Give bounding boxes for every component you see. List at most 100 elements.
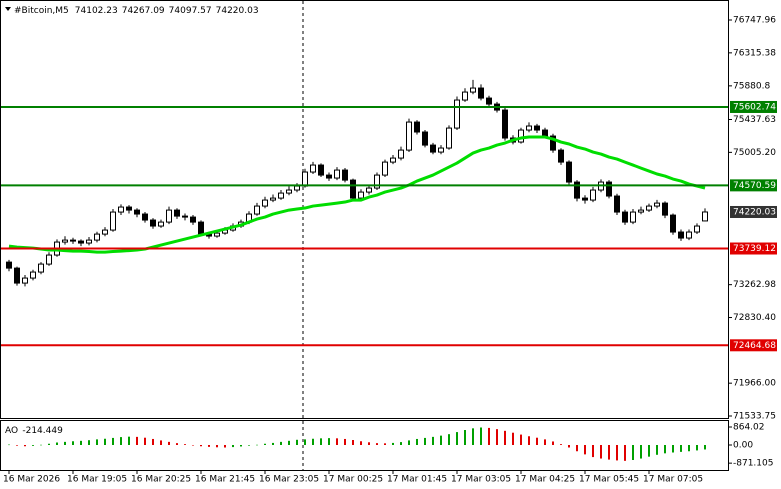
ao-bar <box>680 445 682 452</box>
candle-body <box>174 209 180 217</box>
candle-body <box>646 205 652 211</box>
candle-body <box>382 161 388 176</box>
candle-body <box>94 233 100 241</box>
candle-body <box>518 129 524 143</box>
candle-body <box>686 231 692 239</box>
ao-tick-label: -871.105 <box>733 459 773 469</box>
candle-body <box>22 277 28 284</box>
level-label: 74570.59 <box>733 181 776 191</box>
ao-bar <box>336 438 338 445</box>
candle-body <box>270 197 276 201</box>
x-tick-label: 16 Mar 20:25 <box>131 475 191 485</box>
chart-title: #Bitcoin,M5 <box>14 6 69 16</box>
ao-bar <box>24 445 26 447</box>
ao-bar <box>360 441 362 445</box>
ao-bar <box>600 445 602 459</box>
x-tick-label: 17 Mar 05:45 <box>579 475 639 485</box>
x-tick-label: 16 Mar 19:05 <box>67 475 127 485</box>
ao-bar <box>352 440 354 445</box>
candle-body <box>366 187 372 193</box>
candle-body <box>318 164 324 176</box>
ao-bar <box>512 432 514 445</box>
candle-body <box>526 125 532 131</box>
candle-body <box>102 229 108 235</box>
ao-bar <box>128 436 130 445</box>
ao-bar <box>592 445 594 458</box>
candle-body <box>614 195 620 213</box>
level-label-box <box>730 179 777 192</box>
level-label: 72464.68 <box>733 341 776 351</box>
candle-body <box>534 125 540 131</box>
ao-bar <box>112 437 114 445</box>
candle-body <box>486 97 492 105</box>
ao-bar <box>64 441 66 445</box>
ao-bar <box>304 439 306 445</box>
candle-body <box>670 214 676 233</box>
candle-body <box>30 271 36 279</box>
candle-body <box>470 87 476 93</box>
ao-bar <box>416 438 418 445</box>
ao-bar <box>40 444 42 446</box>
y-tick-label: 76315.38 <box>733 48 776 58</box>
ao-bar <box>200 445 202 447</box>
ao-bar <box>432 436 434 445</box>
ao-bar <box>704 445 706 450</box>
candle-body <box>158 221 164 227</box>
ao-bar <box>672 445 674 453</box>
x-tick-label: 16 Mar 2026 <box>3 475 60 485</box>
x-tick-label: 17 Mar 04:25 <box>515 475 575 485</box>
level-label-box <box>730 339 777 352</box>
ao-bar <box>376 443 378 445</box>
candle-body <box>462 91 468 101</box>
ao-tick-label: 864.02 <box>733 422 765 432</box>
ao-bar <box>632 445 634 460</box>
ao-bar <box>584 445 586 455</box>
ao-bar <box>320 438 322 445</box>
ao-bar <box>464 430 466 445</box>
ao-bar <box>392 442 394 445</box>
ao-bar <box>344 438 346 445</box>
ao-bar <box>696 445 698 451</box>
candle-body <box>558 149 564 163</box>
moving-average <box>8 135 706 254</box>
candle-body <box>694 225 700 233</box>
ao-bar <box>16 445 18 446</box>
ao-bar <box>472 428 474 445</box>
candle-body <box>542 129 548 137</box>
ao-bar <box>96 439 98 445</box>
candle-body <box>638 209 644 213</box>
close-value: 74220.03 <box>216 6 259 16</box>
candle-body <box>126 206 132 211</box>
candle-body <box>46 254 52 265</box>
level-label-box <box>730 100 777 113</box>
candle-body <box>134 209 140 215</box>
candle-body <box>150 219 156 227</box>
ao-bar <box>136 436 138 445</box>
candle-body <box>310 164 316 173</box>
candle-body <box>582 197 588 201</box>
candle-body <box>702 211 708 222</box>
ao-tick-label: 0.00 <box>733 441 753 451</box>
ao-bar <box>208 445 210 447</box>
candle-body <box>414 121 420 133</box>
candle-body <box>478 87 484 99</box>
candle-body <box>550 135 556 151</box>
candle-body <box>286 189 292 194</box>
y-tick-label: 75005.20 <box>733 148 776 158</box>
ao-bar <box>488 427 490 445</box>
symbol-menu-icon[interactable] <box>5 7 11 11</box>
ao-bar <box>216 445 218 448</box>
indicator-value: -214.449 <box>22 426 63 436</box>
ao-bar <box>544 439 546 445</box>
candle-body <box>654 202 660 207</box>
candle-body <box>334 169 340 179</box>
ao-bar <box>656 445 658 455</box>
candle-body <box>454 99 460 129</box>
candle-body <box>110 211 116 231</box>
candle-body <box>350 179 356 199</box>
ao-bar <box>288 440 290 445</box>
ao-bar <box>48 443 50 445</box>
y-tick-label: 71533.75 <box>733 411 776 421</box>
